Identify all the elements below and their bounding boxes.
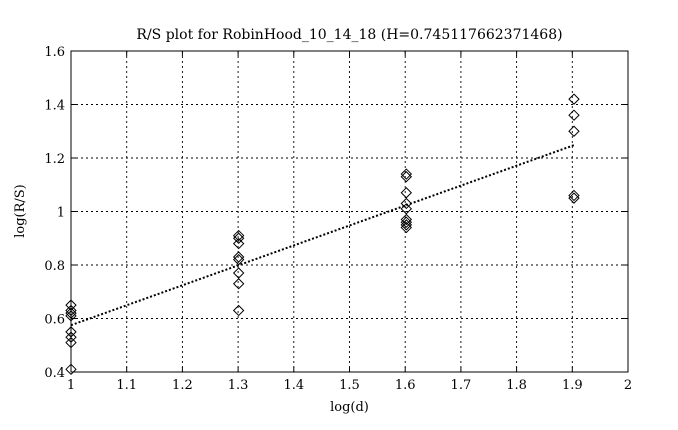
x-tick-label: 1.8 xyxy=(506,378,527,393)
x-tick-label: 1.9 xyxy=(562,378,583,393)
data-point-diamond xyxy=(400,197,413,210)
tick-labels: 1 1.1 1.2 1.3 1.4 1.5 1.6 1.7 1.8 1.9 2 0.4 0.6 0.8 1 1… xyxy=(44,45,632,393)
data-point-diamond xyxy=(568,93,580,105)
fit-line xyxy=(70,144,575,327)
y-tick-label: 1.2 xyxy=(44,152,65,167)
y-axis-label: log(R/S) xyxy=(13,184,28,238)
y-tick-label: 0.6 xyxy=(44,313,65,328)
y-tick-label: 0.4 xyxy=(44,366,65,381)
data-point-diamond xyxy=(400,171,413,183)
data-point-diamond xyxy=(65,310,77,322)
x-tick-label: 1.2 xyxy=(172,378,193,393)
fit-line-group xyxy=(70,144,575,327)
x-tick-label: 1.6 xyxy=(395,378,416,393)
data-point-diamond xyxy=(65,336,77,349)
data-point-diamond xyxy=(232,278,245,290)
data-point-diamond xyxy=(65,307,77,319)
x-tick-label: 1.3 xyxy=(228,378,249,393)
y-tick-label: 1.4 xyxy=(44,99,65,114)
data-point-diamond xyxy=(65,331,77,343)
data-point-diamond xyxy=(400,213,413,226)
data-point-diamond xyxy=(232,232,245,244)
data-point-diamond xyxy=(232,237,245,250)
data-point-diamond xyxy=(232,253,245,266)
x-tick-label: 1.7 xyxy=(451,378,472,393)
x-axis-label: log(d) xyxy=(330,400,369,415)
x-tick-label: 2 xyxy=(624,378,632,393)
y-tick-label: 1 xyxy=(57,206,65,221)
y-tick-label: 0.8 xyxy=(44,259,65,274)
data-point-diamond xyxy=(568,192,580,204)
data-point-diamond xyxy=(400,221,413,234)
data-point-diamond xyxy=(400,168,413,180)
grid xyxy=(71,51,628,372)
data-point-diamond xyxy=(568,125,580,137)
y-tick-label: 1.6 xyxy=(44,45,65,60)
data-point-diamond xyxy=(400,219,413,231)
data-points xyxy=(65,93,580,376)
axis-ticks xyxy=(70,50,629,373)
data-point-diamond xyxy=(232,304,245,317)
x-tick-label: 1.4 xyxy=(283,378,304,393)
data-point-diamond xyxy=(568,189,580,202)
data-point-diamond xyxy=(65,304,77,317)
data-point-diamond xyxy=(232,267,245,279)
data-point-diamond xyxy=(232,251,245,263)
data-point-diamond xyxy=(568,109,580,121)
chart-title: R/S plot for RobinHood_10_14_18 (H=0.745… xyxy=(136,27,562,43)
data-point-diamond xyxy=(400,216,413,228)
x-tick-label: 1 xyxy=(67,378,75,393)
data-point-diamond xyxy=(400,187,413,199)
data-point-diamond xyxy=(65,363,77,376)
data-point-diamond xyxy=(232,229,245,242)
x-tick-label: 1.1 xyxy=(116,378,137,393)
x-tick-label: 1.5 xyxy=(339,378,360,393)
